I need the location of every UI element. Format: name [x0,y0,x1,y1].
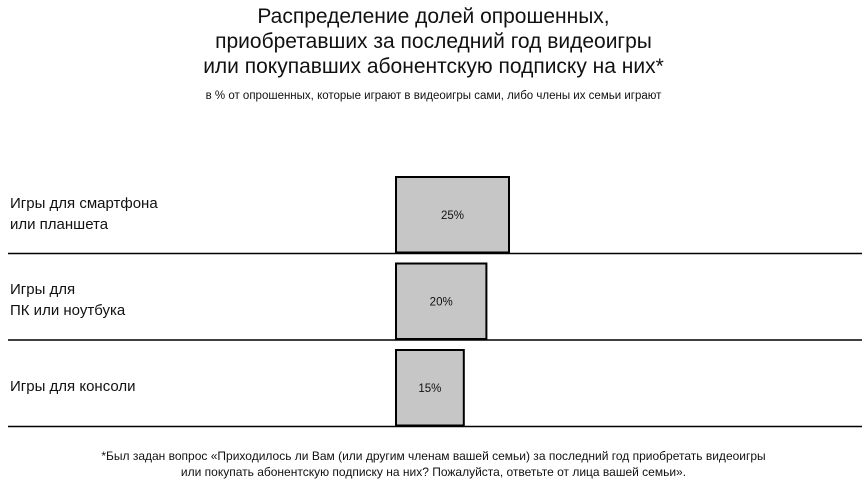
chart-title: Распределение долей опрошенных, приобрет… [0,4,867,79]
category-label-3-line-1: Игры для консоли [10,378,136,396]
category-label-2-line-1: Игры для [10,281,76,299]
footnote: *Был задан вопрос «Приходилось ли Вам (и… [0,448,867,480]
category-label-2: Игры для ПК или ноутбука [10,279,370,321]
footnote-line-2: или покупать абонентскую подписку на них… [180,465,687,479]
data-label-3: 15% [418,383,441,395]
bar-1 [395,176,510,254]
chart-title-line-2: приобретавших за последний год видеоигры [215,30,652,53]
bar-3 [395,349,465,427]
data-label-1: 25% [441,210,464,222]
category-label-1-line-2: или планшета [10,215,109,233]
chart-title-line-1: Распределение долей опрошенных, [257,5,610,28]
category-label-3: Игры для консоли [10,376,370,397]
category-label-1-line-1: Игры для смартфона [10,194,158,212]
footnote-line-1: *Был задан вопрос «Приходилось ли Вам (и… [101,449,766,463]
chart-subtitle: в % от опрошенных, которые играют в виде… [205,90,662,102]
chart-title-line-3: или покупавших абонентскую подписку на н… [203,55,664,78]
category-label-1: Игры для смартфона или планшета [10,193,370,235]
category-label-2-line-2: ПК или ноутбука [10,302,126,320]
data-label-2: 20% [430,296,453,308]
bar-2 [395,262,488,340]
